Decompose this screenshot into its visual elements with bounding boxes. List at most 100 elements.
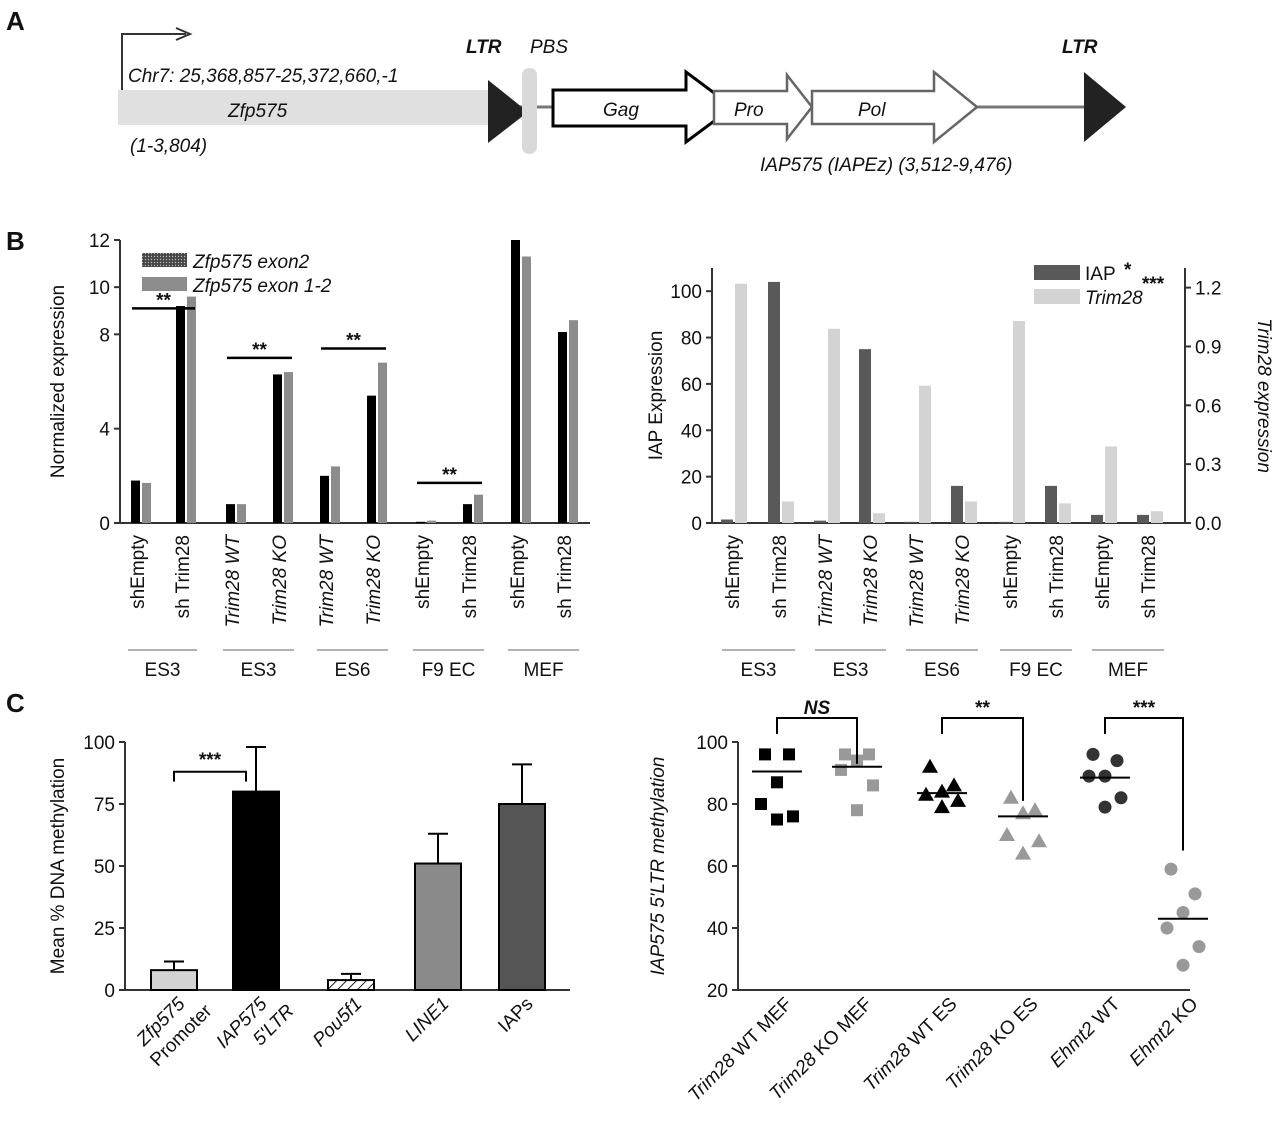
bar-exon1-2	[569, 320, 578, 523]
x-tick-label-rest: WT ES	[904, 994, 961, 1051]
data-point-circle	[1082, 769, 1096, 783]
bar-exon1-2	[237, 504, 246, 523]
x-tick-label: shEmpty	[723, 535, 744, 609]
group-label: ES6	[924, 660, 960, 681]
significance-bracket	[941, 717, 1024, 801]
bar	[414, 862, 462, 992]
data-point-triangle	[922, 758, 938, 773]
bar-iap	[1045, 485, 1057, 523]
chart-b-left: 0 4 8 10 12 Normalized expression ** ** ** ** Zfp5…	[48, 231, 590, 681]
data-point-square	[835, 763, 847, 776]
y-right-tick-label: 0.6	[1195, 396, 1221, 417]
y-axis-title: Normalized expression	[48, 285, 69, 478]
legend-label: IAP	[1085, 264, 1116, 285]
x-tick-label-rest: WT MEF	[729, 994, 797, 1062]
y-tick-label: 60	[707, 857, 728, 878]
x-tick-label: sh Trim28	[555, 535, 576, 618]
data-point-square	[759, 748, 771, 761]
transcription-start-arrow	[121, 33, 186, 95]
bar-trim28	[965, 501, 977, 523]
data-point-square	[771, 776, 783, 789]
bar-exon2	[320, 475, 329, 523]
bar-iap	[814, 520, 826, 523]
bar-exon2	[416, 521, 425, 523]
group-label: ES3	[741, 660, 777, 681]
x-tick-label: shEmpty	[508, 535, 529, 609]
data-point-triangle	[1031, 833, 1047, 848]
legend-label: Zfp575 exon 1-2	[192, 276, 332, 297]
data-point-circle	[1188, 887, 1202, 901]
bar	[150, 969, 198, 991]
x-tick-label: Trim28 KO	[270, 535, 291, 626]
x-tick-label: Trim28 WT	[816, 534, 837, 628]
x-tick-label: Ehmt2 WT	[1046, 993, 1125, 1072]
gene-range-label: (1-3,804)	[130, 136, 207, 157]
ltr-left-label: LTR	[466, 37, 502, 58]
x-tick-label: sh Trim28	[770, 535, 791, 618]
pol-label: Pol	[858, 100, 886, 121]
bar-iap	[859, 349, 871, 523]
significance-label: **	[975, 698, 990, 719]
y-right-tick-label: 0.0	[1195, 514, 1221, 535]
bar-exon2	[367, 395, 376, 523]
bar-exon1-2	[187, 296, 196, 523]
group-label: ES3	[833, 660, 869, 681]
pbs-label: PBS	[530, 37, 568, 58]
data-point-square	[755, 798, 767, 810]
bar-exon1-2	[427, 520, 436, 523]
y-tick-label: 0	[691, 514, 702, 535]
y-right-tick-label: 1.2	[1195, 279, 1221, 300]
y-tick-label: 8	[99, 325, 110, 346]
bar	[327, 979, 375, 992]
y-tick-label: 20	[681, 468, 702, 489]
group-label: MEF	[1108, 660, 1148, 681]
x-tick-label-line: IAPs	[494, 994, 537, 1037]
ltr-left-triangle	[488, 80, 528, 143]
bar-exon1-2	[378, 362, 387, 523]
significance-label: **	[442, 465, 457, 486]
data-point-triangle	[1015, 845, 1031, 860]
data-point-triangle	[1003, 789, 1019, 804]
bar-trim28	[1151, 511, 1163, 523]
data-point-circle	[1110, 754, 1124, 768]
y-tick-label: 50	[94, 857, 115, 878]
bar-exon1-2	[331, 466, 340, 523]
significance-label: **	[156, 290, 171, 311]
x-tick-label-rest: KO ES	[987, 994, 1043, 1050]
arrow-head-icon	[175, 27, 193, 41]
legend-swatch	[1034, 289, 1080, 304]
significance-bracket	[173, 770, 247, 782]
data-point-square	[867, 779, 879, 792]
legend-asterisk: *	[1124, 260, 1132, 281]
y-tick-label: 25	[94, 919, 115, 940]
x-tick-label-gene: Ehmt2	[1046, 1015, 1103, 1072]
data-point-circle	[1176, 958, 1190, 972]
data-point-circle	[1114, 791, 1128, 805]
panel-letter-c: C	[6, 688, 25, 718]
bar-trim28	[1059, 503, 1071, 523]
data-point-square	[787, 810, 799, 823]
x-tick-label-gene: Ehmt2	[1126, 1013, 1183, 1070]
y-tick-label: 10	[89, 278, 110, 299]
bar-iap	[1137, 514, 1149, 523]
data-point-square	[783, 748, 795, 761]
y-tick-label: 0	[104, 981, 115, 1002]
data-point-square	[863, 748, 875, 761]
data-point-circle	[1098, 769, 1112, 783]
zfp575-gene-box	[118, 90, 490, 125]
pro-label: Pro	[734, 100, 764, 121]
data-point-circle	[1176, 906, 1190, 919]
y-tick-label: 60	[681, 375, 702, 396]
x-tick-label-line: Pou5f1	[309, 994, 366, 1051]
x-tick-label: LINE1	[401, 994, 453, 1046]
bar	[232, 790, 280, 991]
bar-exon1-2	[284, 372, 293, 523]
gag-label: Gag	[603, 100, 639, 121]
group-label: ES3	[241, 660, 277, 681]
legend-swatch	[142, 277, 187, 291]
data-point-square	[851, 804, 863, 817]
x-tick-label: IAPs	[494, 994, 537, 1037]
x-tick-label-gene: Trim28	[684, 1046, 743, 1105]
x-tick-label: Trim28 KO	[364, 535, 385, 626]
y-tick-label: 100	[670, 282, 702, 303]
